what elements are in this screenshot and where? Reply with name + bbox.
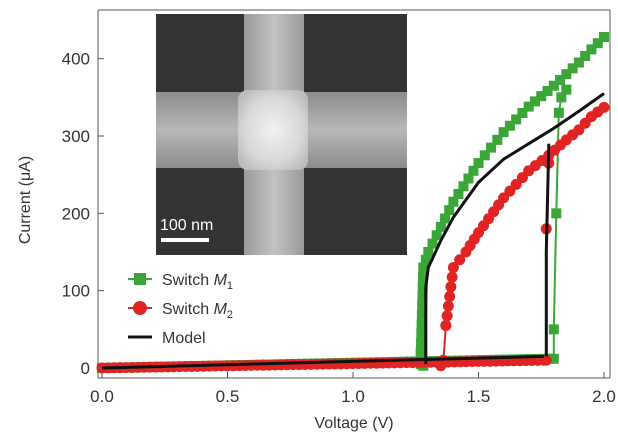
data-point (416, 328, 427, 339)
data-point (479, 150, 490, 161)
data-point (468, 165, 479, 176)
series-line (424, 92, 605, 287)
data-point (442, 300, 454, 312)
data-point (444, 205, 455, 216)
legend-label: Model (162, 330, 206, 347)
data-point (536, 91, 547, 102)
data-point (420, 254, 431, 265)
x-tick-label: 0.0 (90, 387, 114, 406)
data-point (523, 101, 534, 112)
inset-micrograph: 100 nm (156, 14, 407, 255)
data-point (415, 347, 426, 358)
data-point (458, 181, 469, 192)
data-point (416, 338, 427, 349)
data-point (542, 85, 553, 96)
legend-label: Switch M1 (162, 272, 233, 292)
data-point (556, 92, 567, 103)
inset-junction (238, 90, 308, 170)
legend-marker (134, 273, 146, 285)
x-tick-label: 1.0 (341, 387, 365, 406)
data-point (440, 213, 451, 224)
legend-item: Switch M1 (128, 272, 233, 292)
data-point (423, 247, 434, 257)
data-point (511, 114, 522, 125)
data-point (567, 63, 578, 74)
data-point (463, 173, 474, 184)
data-point (453, 189, 464, 199)
y-axis-label: Current (μA) (17, 156, 34, 244)
data-point (435, 221, 446, 232)
data-point (440, 319, 452, 331)
series-line (101, 354, 544, 370)
data-point (580, 50, 591, 61)
data-point (586, 44, 597, 55)
data-point (418, 262, 429, 273)
data-point (504, 120, 515, 131)
series-3 (101, 92, 605, 370)
y-tick-label: 100 (62, 282, 90, 301)
data-point (561, 69, 572, 80)
legend-item: Switch M2 (128, 301, 233, 321)
x-ticks: 0.0 0.5 1.0 1.5 2.0 (90, 372, 616, 406)
data-point (592, 38, 603, 49)
data-point (498, 127, 509, 138)
data-point (448, 196, 459, 207)
legend-marker (133, 301, 147, 315)
x-tick-label: 2.0 (592, 387, 616, 406)
data-point (417, 300, 428, 311)
x-tick-label: 0.5 (216, 387, 240, 406)
data-point (473, 158, 484, 169)
data-point (551, 208, 562, 219)
data-point (416, 309, 427, 320)
data-point (427, 238, 438, 249)
axes (97, 9, 611, 379)
data-point (529, 96, 540, 107)
y-tick-label: 300 (62, 127, 90, 146)
data-point (417, 281, 428, 292)
data-point (492, 134, 503, 145)
data-point (447, 261, 459, 273)
data-point (553, 107, 564, 118)
data-point (486, 142, 497, 153)
data-point (418, 271, 429, 282)
x-axis-label: Voltage (V) (314, 415, 393, 432)
y-tick-label: 0 (81, 359, 90, 378)
y-tick-label: 400 (62, 50, 90, 69)
data-point (599, 32, 609, 43)
legend-item: Model (128, 330, 206, 347)
data-point (555, 74, 566, 85)
data-point (548, 353, 559, 364)
data-point (446, 271, 458, 283)
data-point (416, 319, 427, 330)
data-point (517, 107, 528, 118)
legend-label: Switch M2 (162, 301, 233, 321)
data-point (598, 101, 610, 113)
data-point (445, 281, 457, 293)
data-point (435, 360, 447, 372)
data-point (561, 84, 572, 95)
series-layer (96, 32, 610, 374)
y-tick-label: 200 (62, 204, 90, 223)
legend: Switch M1 Switch M2 Model (128, 272, 233, 347)
y-ticks: 0 100 200 300 400 (62, 50, 104, 378)
data-point (454, 254, 466, 266)
data-point (548, 80, 559, 91)
inset-scale-bar (161, 238, 209, 242)
data-point (431, 230, 442, 241)
data-point (444, 290, 456, 302)
x-tick-label: 1.5 (467, 387, 491, 406)
inset-scale-label: 100 nm (160, 217, 213, 234)
data-point (417, 290, 428, 301)
series-line (544, 143, 551, 357)
data-point (548, 324, 559, 335)
data-point (573, 57, 584, 68)
data-point (441, 310, 453, 322)
